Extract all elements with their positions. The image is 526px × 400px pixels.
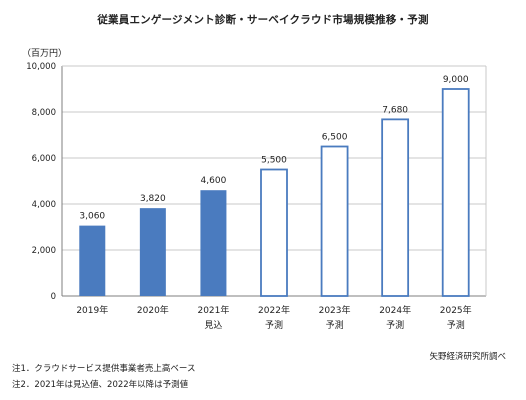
data-label: 7,680: [382, 105, 408, 115]
bars: [79, 88, 470, 297]
bar: [320, 145, 349, 297]
x-tick-label: 2021年: [197, 304, 229, 316]
y-tick-label: 8,000: [32, 108, 56, 118]
y-tick-label: 10,000: [26, 62, 56, 72]
footnote-1: 注1．クラウドサービス提供事業者売上高ベース: [12, 364, 196, 374]
x-tick-sublabel: 予測: [386, 319, 404, 331]
x-tick-sublabel: 予測: [265, 319, 283, 331]
x-tick-label: 2020年: [137, 304, 169, 316]
x-tick-sublabel: 見込: [204, 320, 222, 331]
bar: [260, 168, 288, 297]
y-tick-label: 6,000: [32, 154, 56, 164]
chart-title: 従業員エンゲージメント診断・サーベイクラウド市場規模推移・予測: [97, 14, 429, 26]
data-label: 9,000: [443, 75, 469, 85]
x-tick-label: 2025年: [440, 304, 472, 316]
data-label: 5,500: [261, 156, 287, 166]
x-tick-sublabel: 予測: [447, 319, 465, 331]
bar-chart: 0 2,000 4,000 6,000 8,000 10,000 3,060 2019年 3,8…: [26, 62, 487, 331]
y-axis-unit-label: （百万円）: [22, 49, 68, 59]
data-label: 3,060: [79, 212, 105, 222]
data-label: 3,820: [140, 194, 166, 204]
x-tick-label: 2022年: [258, 304, 290, 316]
bar: [79, 225, 106, 296]
y-tick-label: 2,000: [32, 246, 56, 256]
x-tick-label: 2019年: [76, 304, 108, 316]
y-tick-label: 0: [51, 292, 56, 302]
bar: [139, 208, 166, 296]
x-tick-label: 2024年: [379, 304, 411, 316]
footnote-2: 注2．2021年は見込値、2022年以降は予測値: [12, 380, 189, 390]
data-label: 6,500: [322, 133, 348, 143]
x-tick-sublabel: 予測: [326, 319, 344, 331]
bar: [381, 118, 410, 297]
y-tick-label: 4,000: [32, 200, 56, 210]
data-label: 4,600: [201, 176, 227, 186]
bar: [441, 88, 470, 297]
x-tick-label: 2023年: [319, 304, 351, 316]
source-credit: 矢野経済研究所調べ: [429, 352, 506, 362]
bar: [200, 190, 227, 296]
labels: 0 2,000 4,000 6,000 8,000 10,000 3,060 2019年 3,8…: [26, 62, 471, 331]
